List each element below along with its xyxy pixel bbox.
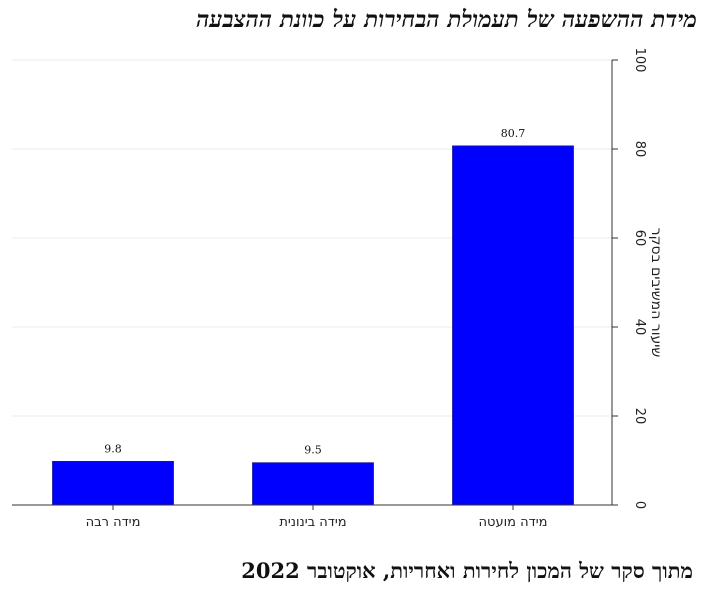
- y-tick-label: 60: [632, 230, 647, 247]
- y-ticks: 0 20 40 60 80 100: [612, 48, 647, 509]
- bar-value-label: 80.7: [501, 127, 526, 140]
- y-tick-label: 20: [632, 408, 647, 425]
- bar-value-label: 9.5: [304, 444, 322, 457]
- y-tick-label: 0: [632, 501, 647, 509]
- y-tick-label: 40: [632, 319, 647, 336]
- x-tick-label: מידה רבה: [86, 515, 141, 530]
- x-tick-label: מידה מועטה: [479, 515, 548, 530]
- x-tick-labels: מידה רבה מידה בינונית מידה מועטה: [86, 505, 548, 530]
- bars: [52, 145, 574, 506]
- source-note: מתוך סקר של המכון לחירות ואחריות, אוקטוב…: [241, 558, 693, 583]
- bar: [252, 462, 374, 506]
- y-tick-label: 80: [632, 141, 647, 158]
- y-tick-label: 100: [632, 48, 647, 73]
- chart-title: מידת ההשפעה של תעמולת הבחירות על כוונת ה…: [196, 6, 697, 33]
- x-tick-label: מידה בינונית: [279, 515, 346, 530]
- bar: [452, 145, 574, 506]
- bar-value-label: 9.8: [104, 442, 122, 455]
- bar: [52, 460, 174, 506]
- value-labels: 9.8 9.5 80.7: [104, 127, 525, 457]
- y-axis-title: שיעור המשיבים בסקר: [648, 228, 664, 358]
